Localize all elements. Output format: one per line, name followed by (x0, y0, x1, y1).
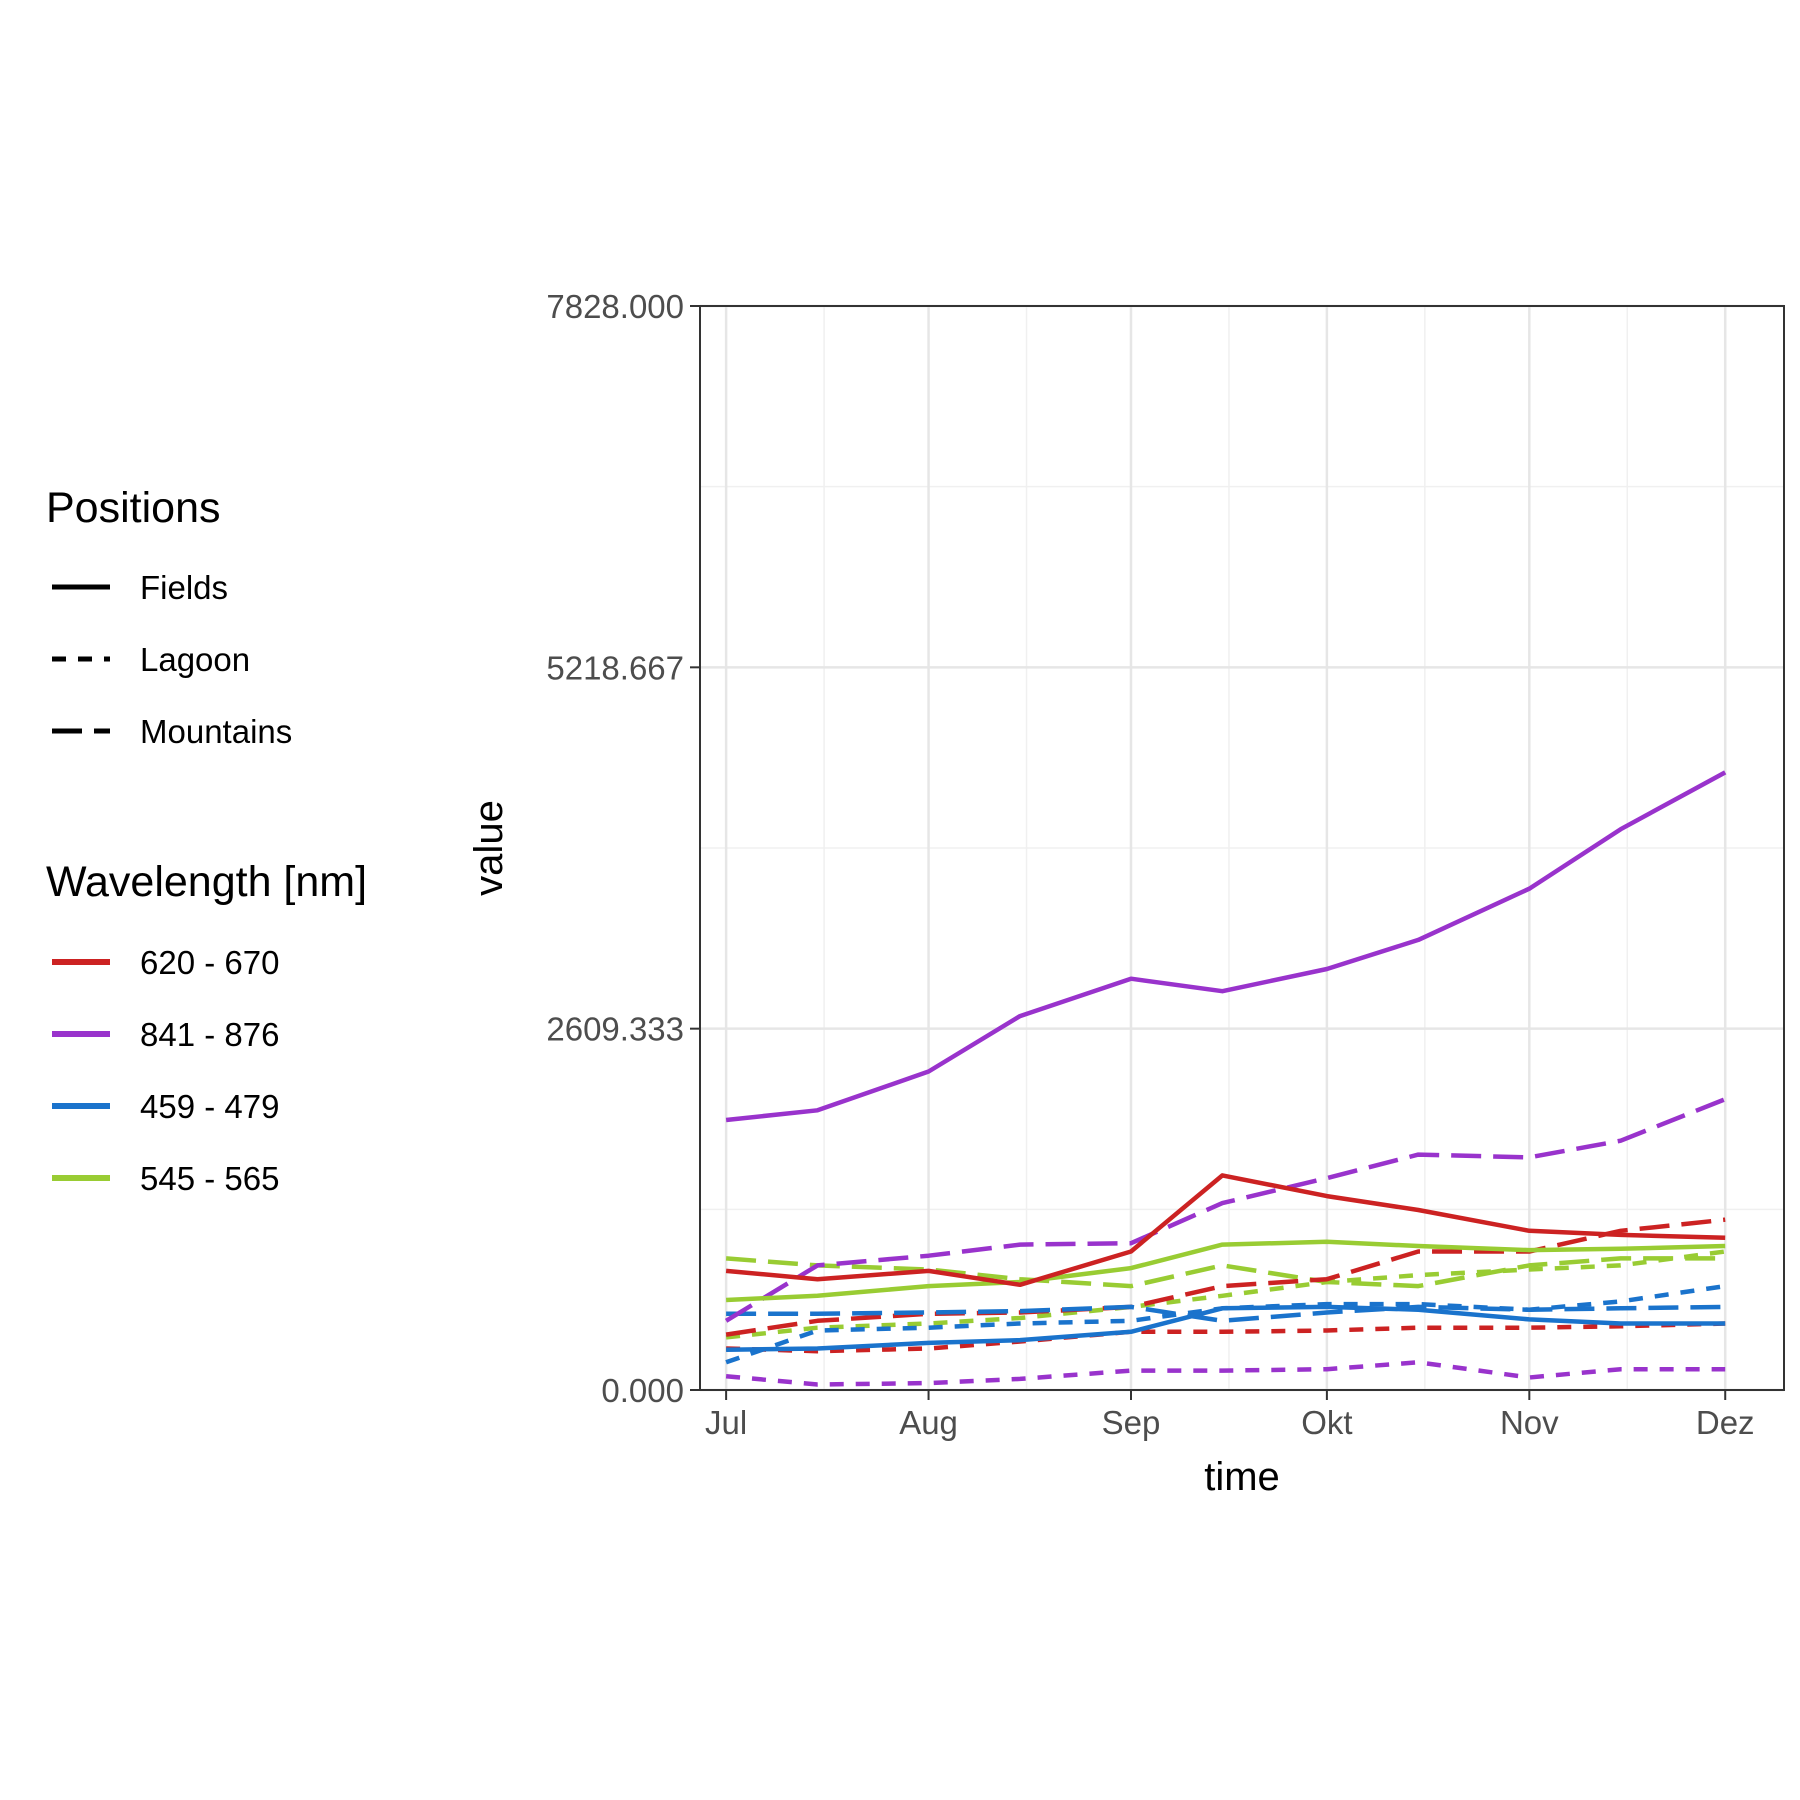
series-line-fields-545-565 (725, 1239, 1726, 1303)
x-tick-label: Jul (705, 1404, 747, 1441)
y-tick-label: 2609.333 (546, 1011, 684, 1048)
y-axis: 0.000 2609.333 5218.667 7828.000 (546, 288, 700, 1409)
x-tick-label: Dez (1696, 1404, 1755, 1441)
legend-label-mountains: Mountains (140, 713, 292, 750)
y-axis-title: value (467, 800, 511, 896)
series-line-mountains-620-670 (725, 1217, 1726, 1337)
legend-positions-title: Positions (46, 484, 220, 532)
x-axis: Jul Aug Sep Okt Nov Dez (705, 1390, 1755, 1441)
legend-wavelength: Wavelength [nm] 620 - 670 841 - 876 459 - … (46, 858, 367, 1197)
legend-label-lagoon: Lagoon (140, 641, 250, 678)
legend-label-fields: Fields (140, 569, 228, 606)
series-line-fields-459-479 (726, 1304, 1726, 1353)
series-line-lagoon-841-876 (725, 1360, 1726, 1387)
x-tick-label: Okt (1301, 1404, 1352, 1441)
x-axis-title: time (1204, 1455, 1280, 1499)
legend-label-545-565: 545 - 565 (140, 1160, 279, 1197)
x-tick-label: Nov (1500, 1404, 1559, 1441)
x-tick-label: Aug (899, 1404, 958, 1441)
x-tick-label: Sep (1102, 1404, 1161, 1441)
series-layer (724, 770, 1727, 1387)
legend-label-459-479: 459 - 479 (140, 1088, 279, 1125)
y-tick-label: 0.000 (601, 1372, 684, 1409)
series-line-lagoon-620-670 (726, 1321, 1726, 1354)
series-line-fields-620-670 (725, 1173, 1726, 1288)
series-line-mountains-841-876 (724, 1097, 1727, 1323)
series-line-mountains-545-565 (725, 1256, 1726, 1289)
y-tick-label: 5218.667 (546, 649, 684, 686)
legend-label-620-670: 620 - 670 (140, 944, 279, 981)
y-tick-label: 7828.000 (546, 288, 684, 325)
legend-positions: Positions Fields Lagoon Mountains (46, 484, 292, 750)
legend-label-841-876: 841 - 876 (140, 1016, 279, 1053)
series-line-lagoon-545-565 (725, 1249, 1726, 1340)
legend-wavelength-title: Wavelength [nm] (46, 858, 367, 906)
series-line-fields-841-876 (725, 770, 1727, 1123)
panel-border (699, 305, 1785, 1391)
